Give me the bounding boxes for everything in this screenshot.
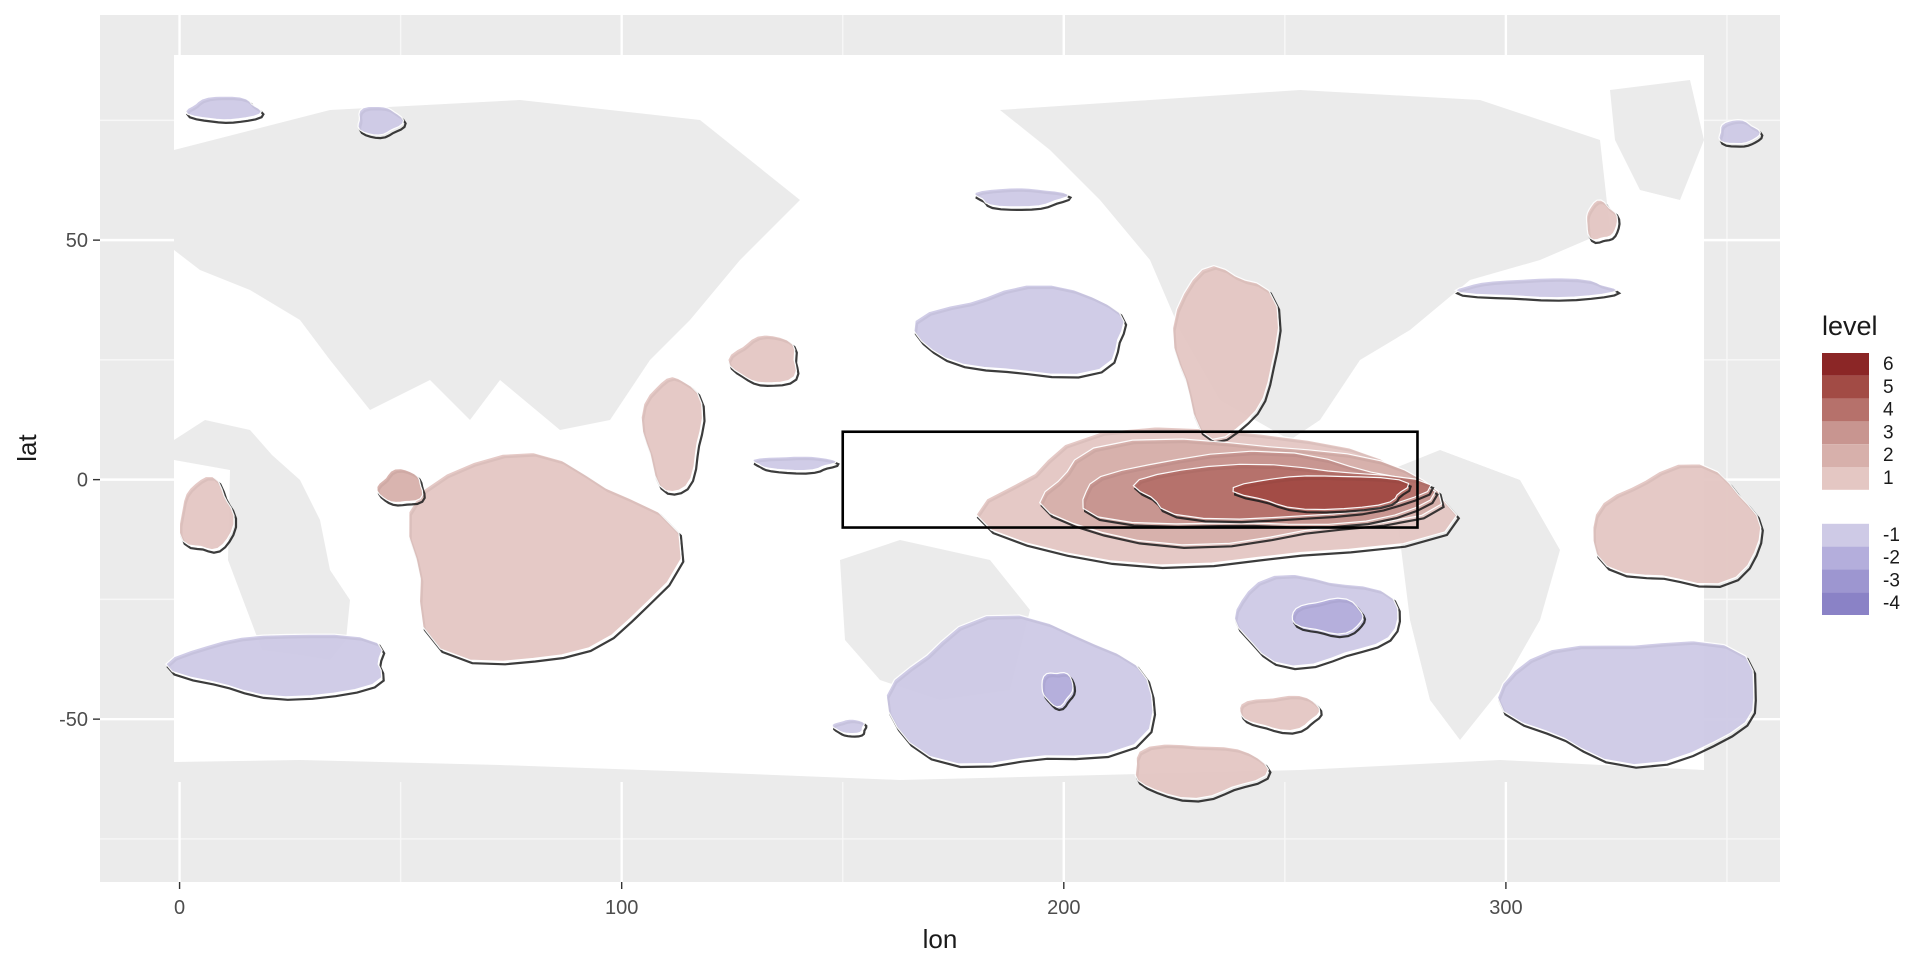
contour-region xyxy=(1171,264,1280,441)
contour-region xyxy=(357,105,405,136)
land-mask-north-america xyxy=(1000,90,1610,440)
contour-region xyxy=(640,375,704,493)
contour-region xyxy=(165,633,383,698)
x-tick-label: 0 xyxy=(174,897,185,919)
legend-key xyxy=(1822,375,1869,399)
contour-region xyxy=(1232,475,1410,511)
legend-label: 6 xyxy=(1883,354,1894,375)
legend-key xyxy=(1822,546,1869,570)
legend-label: 5 xyxy=(1883,377,1894,398)
legend-key xyxy=(1822,523,1869,547)
legend-label: 1 xyxy=(1883,468,1894,489)
highlight-box xyxy=(841,430,1419,529)
contour-region xyxy=(727,334,798,384)
contour-region xyxy=(1592,463,1762,585)
y-tick-label: 0 xyxy=(77,470,88,492)
x-tick-label: 100 xyxy=(605,897,638,919)
contour-region xyxy=(913,284,1125,376)
legend-key xyxy=(1822,353,1869,376)
contour-region xyxy=(1454,277,1619,299)
legend-key xyxy=(1822,569,1869,593)
legend-title: level xyxy=(1822,311,1878,341)
legend-key xyxy=(1822,592,1869,615)
land-mask-eurasia xyxy=(174,100,800,430)
legend-label: 4 xyxy=(1883,400,1894,421)
y-axis: 50 0 -50 xyxy=(59,230,100,731)
legend-label: -1 xyxy=(1883,525,1900,546)
legend-label: -3 xyxy=(1883,570,1900,591)
x-axis: 0 100 200 300 xyxy=(174,882,1523,919)
y-tick-label: 50 xyxy=(66,230,88,252)
legend-key xyxy=(1822,421,1869,445)
contour-region xyxy=(885,614,1154,765)
contour-region xyxy=(831,718,865,735)
contour-regions xyxy=(165,95,1764,803)
legend-key xyxy=(1822,467,1869,490)
ocean-data-area xyxy=(174,55,1704,782)
x-tick-label: 300 xyxy=(1489,897,1522,919)
contour-region xyxy=(376,467,424,504)
legend-key xyxy=(1822,444,1869,467)
contour-region xyxy=(1041,671,1074,708)
y-tick-label: -50 xyxy=(59,709,88,731)
contour-region xyxy=(178,475,235,551)
legend-label: 3 xyxy=(1883,422,1894,443)
contour-region xyxy=(1496,640,1755,766)
x-tick-label: 200 xyxy=(1047,897,1080,919)
contour-region xyxy=(1291,597,1364,635)
contour-region xyxy=(973,187,1070,208)
contour-region xyxy=(1585,199,1619,241)
contour-region xyxy=(1134,743,1270,800)
contour-region xyxy=(408,451,682,662)
contour-map xyxy=(165,55,1764,803)
land-mask-antarctica xyxy=(174,760,1704,782)
contour-region xyxy=(1238,694,1321,732)
contour-region xyxy=(752,455,838,472)
land-mask-africa xyxy=(174,420,350,660)
contour-region xyxy=(1718,118,1761,145)
y-axis-title: lat xyxy=(12,433,42,461)
contour-region xyxy=(184,95,263,121)
legend-label: -4 xyxy=(1883,593,1900,614)
land-mask-greenland xyxy=(1610,80,1704,200)
legend-label: 2 xyxy=(1883,445,1894,466)
legend-key xyxy=(1822,398,1869,422)
x-axis-title: lon xyxy=(923,924,958,954)
legend-label: -2 xyxy=(1883,548,1900,569)
